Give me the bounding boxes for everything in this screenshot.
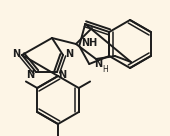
- Text: N: N: [26, 70, 34, 80]
- Text: NH: NH: [81, 38, 97, 48]
- Text: N: N: [94, 59, 102, 69]
- Text: N: N: [65, 49, 73, 59]
- Text: H: H: [102, 66, 108, 75]
- Text: N: N: [58, 70, 66, 80]
- Text: N: N: [12, 49, 20, 59]
